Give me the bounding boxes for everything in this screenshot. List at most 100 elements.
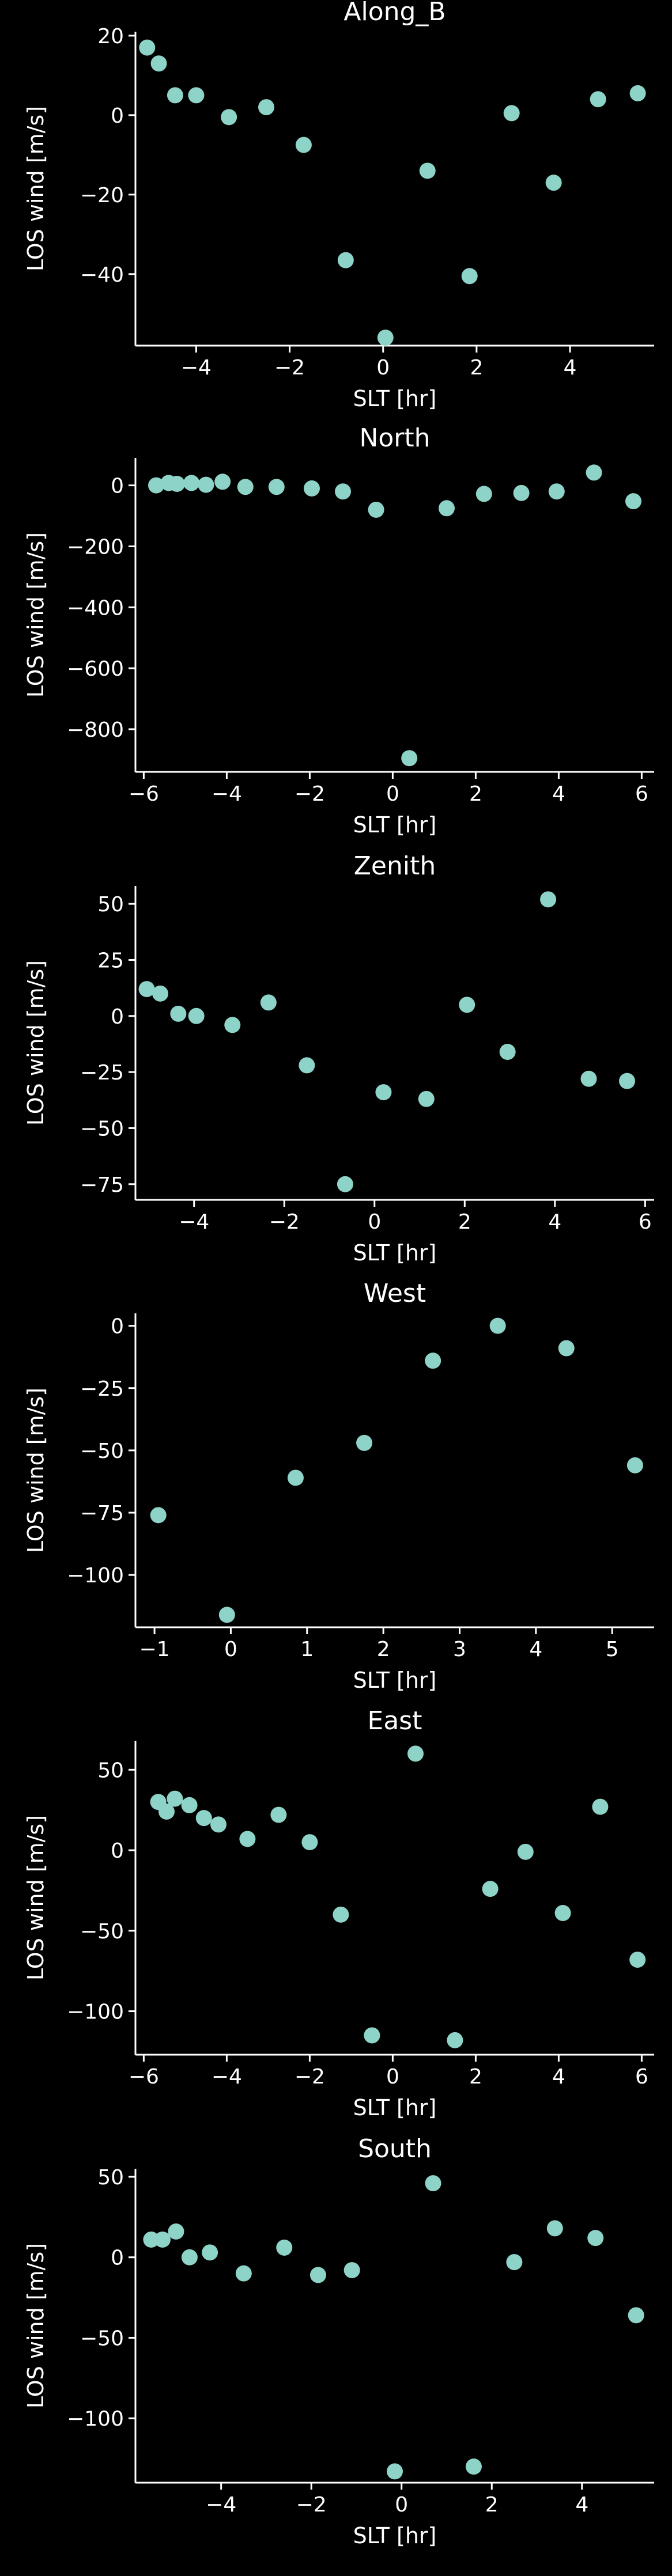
x-tick-label: −4 bbox=[179, 1210, 209, 1234]
data-point bbox=[401, 750, 418, 767]
data-point bbox=[210, 1816, 226, 1833]
data-point bbox=[260, 994, 277, 1011]
data-point bbox=[590, 91, 606, 108]
x-tick-label: 2 bbox=[469, 2065, 482, 2089]
data-point bbox=[629, 85, 646, 101]
y-tick-label: 50 bbox=[97, 893, 124, 916]
x-tick-label: 0 bbox=[376, 356, 390, 380]
data-point bbox=[425, 2175, 441, 2192]
y-tick-label: −20 bbox=[80, 184, 124, 207]
data-point bbox=[499, 1044, 516, 1060]
data-point bbox=[188, 1007, 205, 1024]
y-tick-label: −50 bbox=[80, 1920, 124, 1944]
x-tick-label: 0 bbox=[368, 1210, 381, 1234]
x-tick-label: 2 bbox=[458, 1210, 471, 1234]
data-point bbox=[364, 2027, 380, 2044]
data-point bbox=[198, 476, 214, 493]
data-point bbox=[548, 483, 565, 500]
panel-title: North bbox=[359, 423, 430, 453]
x-tick-label: 4 bbox=[552, 2065, 565, 2089]
data-point bbox=[580, 1070, 597, 1087]
x-tick-label: 4 bbox=[575, 2493, 588, 2517]
data-point bbox=[626, 1457, 643, 1473]
x-tick-label: −2 bbox=[269, 1210, 300, 1234]
y-tick-label: 0 bbox=[111, 104, 124, 128]
panel-title: Along_B bbox=[343, 0, 446, 26]
data-point bbox=[489, 1317, 506, 1334]
data-point bbox=[181, 2249, 198, 2266]
data-point bbox=[214, 473, 231, 490]
data-point bbox=[337, 1176, 353, 1192]
y-tick-label: 0 bbox=[111, 2247, 124, 2270]
data-point bbox=[218, 1607, 235, 1623]
x-tick-label: 4 bbox=[552, 782, 565, 806]
data-point bbox=[304, 480, 320, 497]
data-point bbox=[258, 99, 275, 116]
x-tick-label: 6 bbox=[639, 1210, 652, 1234]
data-point bbox=[158, 1803, 175, 1820]
data-point bbox=[167, 87, 183, 104]
y-tick-label: 0 bbox=[111, 1005, 124, 1029]
x-tick-label: −6 bbox=[129, 2065, 159, 2089]
data-point bbox=[183, 475, 200, 491]
data-point bbox=[558, 1340, 575, 1357]
data-point bbox=[482, 1881, 499, 1897]
y-tick-label: 25 bbox=[97, 949, 124, 972]
data-point bbox=[138, 981, 155, 998]
y-tick-label: 0 bbox=[111, 475, 124, 498]
x-tick-label: −2 bbox=[296, 2493, 327, 2517]
x-axis-label: SLT [hr] bbox=[353, 1240, 437, 1266]
x-tick-label: 0 bbox=[386, 2065, 399, 2089]
x-tick-label: 2 bbox=[470, 356, 483, 380]
data-point bbox=[375, 1084, 392, 1101]
x-tick-label: 2 bbox=[469, 782, 482, 806]
data-point bbox=[202, 2244, 218, 2261]
data-point bbox=[239, 1831, 256, 1847]
data-point bbox=[540, 891, 557, 908]
data-point bbox=[335, 483, 351, 500]
panel-title: East bbox=[368, 1706, 422, 1736]
x-tick-label: −4 bbox=[212, 2065, 242, 2089]
panel-title: Zenith bbox=[354, 851, 436, 881]
data-point bbox=[224, 1017, 241, 1033]
y-tick-label: −75 bbox=[80, 1502, 124, 1525]
data-point bbox=[418, 1090, 435, 1107]
x-tick-label: −1 bbox=[139, 1638, 170, 1661]
data-point bbox=[237, 479, 254, 495]
data-point bbox=[299, 1057, 315, 1074]
x-tick-label: 2 bbox=[485, 2493, 499, 2517]
data-point bbox=[475, 486, 492, 502]
data-point bbox=[154, 2231, 171, 2248]
y-tick-label: −50 bbox=[80, 1439, 124, 1463]
y-tick-label: −200 bbox=[67, 535, 124, 559]
y-tick-label: −100 bbox=[67, 2001, 124, 2024]
x-tick-label: −6 bbox=[129, 782, 159, 806]
panel-title: West bbox=[364, 1279, 426, 1308]
x-axis-label: SLT [hr] bbox=[353, 1668, 437, 1693]
x-tick-label: −4 bbox=[181, 356, 212, 380]
x-axis-label: SLT [hr] bbox=[353, 2095, 437, 2120]
y-tick-label: 0 bbox=[111, 1839, 124, 1863]
data-point bbox=[459, 997, 475, 1013]
data-point bbox=[309, 2267, 326, 2283]
data-point bbox=[377, 329, 394, 346]
data-point bbox=[221, 109, 237, 126]
y-tick-label: 50 bbox=[97, 1759, 124, 1782]
y-tick-label: −25 bbox=[80, 1061, 124, 1085]
panel-east: East −6 −4 −2 0 2 4 6 50 0 −50 −100 SLT [hr] LOS wind… bbox=[23, 1706, 654, 2120]
data-point bbox=[188, 87, 205, 104]
data-point bbox=[506, 2254, 523, 2271]
x-tick-label: 6 bbox=[635, 782, 648, 806]
data-point bbox=[287, 1469, 304, 1486]
x-tick-label: 4 bbox=[548, 1210, 561, 1234]
y-axis-label: LOS wind [m/s] bbox=[23, 106, 48, 271]
data-point bbox=[181, 1797, 198, 1813]
data-point bbox=[343, 2262, 360, 2279]
data-point bbox=[513, 484, 530, 501]
data-point bbox=[268, 479, 285, 495]
data-point bbox=[333, 1906, 349, 1923]
data-point bbox=[419, 162, 436, 179]
data-point bbox=[270, 1806, 287, 1823]
data-point bbox=[235, 2265, 252, 2282]
